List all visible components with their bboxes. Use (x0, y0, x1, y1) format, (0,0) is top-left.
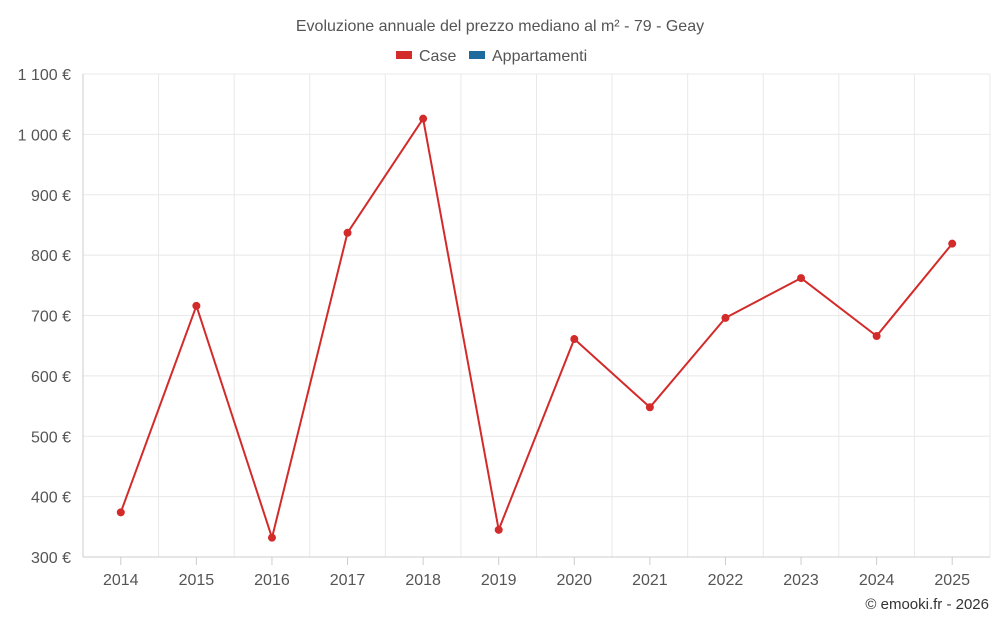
data-point-case[interactable] (721, 313, 730, 322)
y-tick-label: 500 € (31, 429, 71, 446)
credit-text: © emooki.fr - 2026 (865, 596, 989, 613)
legend-item-case[interactable]: Case (396, 48, 456, 65)
data-point-case[interactable] (645, 403, 654, 412)
x-tick-label: 2015 (179, 572, 215, 589)
x-tick-label: 2021 (632, 572, 668, 589)
x-tick-label: 2022 (708, 572, 744, 589)
y-tick-label: 1 000 € (18, 127, 71, 144)
y-tick-label: 900 € (31, 188, 71, 205)
x-axis-ticks: 2014 2015 2016 2017 2018 2019 2020 2021 2022 2023… (103, 557, 970, 589)
x-tick-label: 2020 (556, 572, 592, 589)
y-tick-label: 400 € (31, 490, 71, 507)
series-case (116, 114, 957, 542)
grid (82, 73, 991, 557)
legend: Case Appartamenti (396, 48, 587, 65)
x-tick-label: 2024 (859, 572, 895, 589)
x-tick-label: 2018 (405, 572, 441, 589)
y-tick-label: 700 € (31, 309, 71, 326)
data-point-case[interactable] (267, 533, 276, 542)
series-line-case (119, 117, 953, 539)
x-tick-label: 2017 (330, 572, 366, 589)
data-point-case[interactable] (570, 335, 579, 344)
legend-swatch-appartamenti (469, 51, 485, 59)
legend-label-case: Case (419, 48, 456, 65)
y-axis-ticks: 1 100 € 1 000 € 900 € 800 € 700 € 600 € 500 € 4… (18, 67, 71, 567)
data-point-case[interactable] (192, 301, 201, 310)
data-point-case[interactable] (116, 508, 125, 517)
chart-title: Evoluzione annuale del prezzo mediano al… (296, 18, 704, 35)
y-tick-label: 300 € (31, 550, 71, 567)
data-point-case[interactable] (872, 332, 881, 341)
y-tick-label: 1 100 € (18, 67, 71, 84)
data-point-case[interactable] (948, 239, 957, 248)
data-point-case[interactable] (343, 228, 352, 237)
data-point-case[interactable] (419, 114, 428, 123)
data-point-case[interactable] (494, 525, 503, 534)
x-tick-label: 2016 (254, 572, 290, 589)
axes (82, 74, 990, 558)
x-tick-label: 2014 (103, 572, 139, 589)
legend-item-appartamenti[interactable]: Appartamenti (469, 48, 587, 65)
data-point-case[interactable] (797, 274, 806, 283)
y-tick-label: 800 € (31, 248, 71, 265)
x-tick-label: 2025 (934, 572, 970, 589)
x-tick-label: 2019 (481, 572, 517, 589)
legend-swatch-case (396, 51, 412, 59)
y-tick-label: 600 € (31, 369, 71, 386)
legend-label-appartamenti: Appartamenti (492, 48, 587, 65)
x-tick-label: 2023 (783, 572, 819, 589)
